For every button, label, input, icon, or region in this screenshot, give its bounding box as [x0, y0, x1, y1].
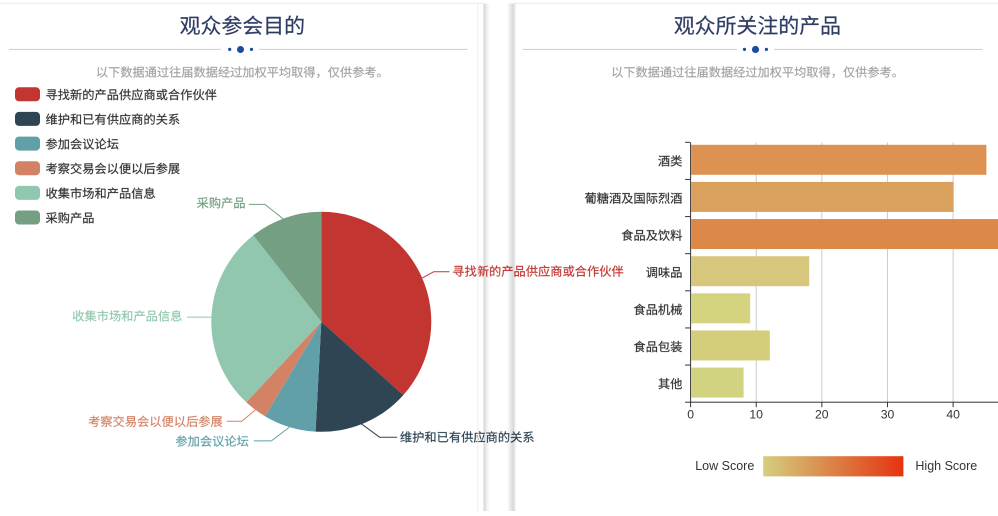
- svg-text:40: 40: [946, 408, 960, 422]
- svg-text:10: 10: [749, 408, 763, 422]
- svg-text:30: 30: [881, 408, 895, 422]
- svg-text:High Score: High Score: [915, 459, 977, 473]
- svg-text:Low Score: Low Score: [695, 459, 754, 473]
- svg-text:0: 0: [687, 408, 694, 422]
- svg-text:20: 20: [815, 408, 829, 422]
